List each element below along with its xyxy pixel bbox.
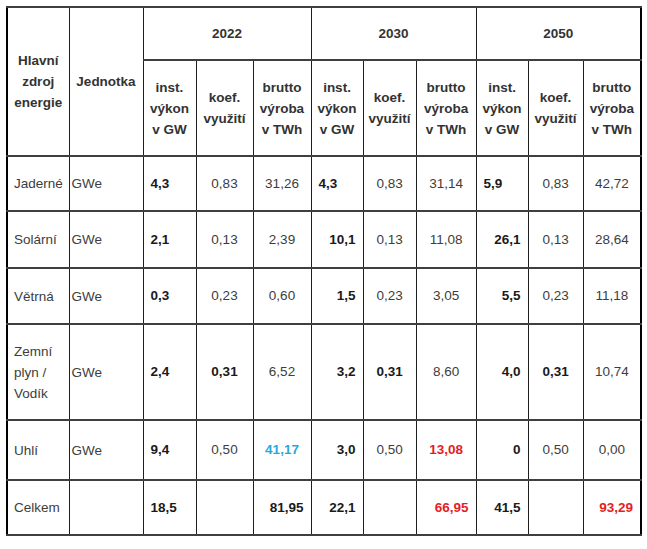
value-cell: 8,60 (416, 324, 476, 420)
table-row: Celkem 18,5 81,9522,1 66,9541,5 93,29 (7, 480, 641, 535)
unit-cell: GWe (69, 211, 143, 268)
value-cell (528, 480, 583, 535)
row-label: Větrná (7, 268, 69, 324)
value-cell: 0,31 (363, 324, 416, 420)
value-cell: 2,39 (253, 211, 311, 268)
sub-header-brutto-vyroba-2022: brutto výroba v TWh (253, 60, 311, 156)
value-cell: 28,64 (583, 211, 641, 268)
value-cell (363, 480, 416, 535)
table-row: SolárníGWe2,10,132,3910,10,1311,0826,10,… (7, 211, 641, 268)
value-cell: 66,95 (416, 480, 476, 535)
sub-header-koef-vyuziti-2030: koef. využití (363, 60, 416, 156)
sub-header-inst-vykon-2030: inst. výkon v GW (311, 60, 363, 156)
sub-header-koef-vyuziti-2050: koef. využití (528, 60, 583, 156)
value-cell: 31,26 (253, 156, 311, 211)
sub-header-brutto-vyroba-2050: brutto výroba v TWh (583, 60, 641, 156)
value-cell: 3,05 (416, 268, 476, 324)
value-cell: 18,5 (143, 480, 196, 535)
value-cell: 41,5 (476, 480, 528, 535)
value-cell: 41,17 (253, 420, 311, 480)
row-label: Zemní plyn / Vodík (7, 324, 69, 420)
year-header-2050: 2050 (476, 7, 641, 60)
value-cell: 2,4 (143, 324, 196, 420)
value-cell: 1,5 (311, 268, 363, 324)
table-row: JadernéGWe4,30,8331,264,30,8331,145,90,8… (7, 156, 641, 211)
row-label: Solární (7, 211, 69, 268)
value-cell: 0,83 (528, 156, 583, 211)
value-cell: 0,83 (363, 156, 416, 211)
year-header-2022: 2022 (143, 7, 311, 60)
row-label: Jaderné (7, 156, 69, 211)
table-header: Hlavní zdroj energie Jednotka 2022 2030 … (7, 7, 641, 156)
value-cell: 2,1 (143, 211, 196, 268)
sub-header-inst-vykon-2050: inst. výkon v GW (476, 60, 528, 156)
value-cell: 0,60 (253, 268, 311, 324)
value-cell: 0,23 (528, 268, 583, 324)
sub-header-koef-vyuziti-2022: koef. využití (196, 60, 253, 156)
value-cell: 0,50 (528, 420, 583, 480)
page: Hlavní zdroj energie Jednotka 2022 2030 … (0, 0, 647, 536)
value-cell: 4,3 (311, 156, 363, 211)
value-cell: 0,23 (196, 268, 253, 324)
table-row: Zemní plyn / VodíkGWe2,40,316,523,20,318… (7, 324, 641, 420)
value-cell: 4,3 (143, 156, 196, 211)
value-cell: 0,3 (143, 268, 196, 324)
value-cell: 0,83 (196, 156, 253, 211)
value-cell: 0 (476, 420, 528, 480)
value-cell: 42,72 (583, 156, 641, 211)
unit-cell: GWe (69, 156, 143, 211)
corner-header: Hlavní zdroj energie (7, 7, 69, 156)
value-cell: 0,13 (196, 211, 253, 268)
table-row: UhlíGWe9,40,5041,173,00,5013,0800,500,00 (7, 420, 641, 480)
unit-cell: GWe (69, 420, 143, 480)
value-cell: 93,29 (583, 480, 641, 535)
value-cell: 10,1 (311, 211, 363, 268)
energy-table: Hlavní zdroj energie Jednotka 2022 2030 … (6, 6, 642, 536)
value-cell: 0,50 (196, 420, 253, 480)
value-cell: 11,08 (416, 211, 476, 268)
year-header-2030: 2030 (311, 7, 476, 60)
unit-cell: GWe (69, 324, 143, 420)
value-cell: 0,00 (583, 420, 641, 480)
sub-header-brutto-vyroba-2030: brutto výroba v TWh (416, 60, 476, 156)
value-cell: 0,31 (196, 324, 253, 420)
value-cell: 10,74 (583, 324, 641, 420)
row-label: Uhlí (7, 420, 69, 480)
value-cell: 26,1 (476, 211, 528, 268)
year-header-row: Hlavní zdroj energie Jednotka 2022 2030 … (7, 7, 641, 60)
value-cell: 0,23 (363, 268, 416, 324)
value-cell: 0,31 (528, 324, 583, 420)
row-label: Celkem (7, 480, 69, 535)
value-cell: 22,1 (311, 480, 363, 535)
value-cell: 5,5 (476, 268, 528, 324)
value-cell: 3,0 (311, 420, 363, 480)
value-cell: 9,4 (143, 420, 196, 480)
sub-header-inst-vykon-2022: inst. výkon v GW (143, 60, 196, 156)
value-cell: 13,08 (416, 420, 476, 480)
value-cell (196, 480, 253, 535)
value-cell: 6,52 (253, 324, 311, 420)
value-cell: 81,95 (253, 480, 311, 535)
unit-header: Jednotka (69, 7, 143, 156)
unit-cell: GWe (69, 268, 143, 324)
value-cell: 5,9 (476, 156, 528, 211)
table-row: VětrnáGWe0,30,230,601,50,233,055,50,2311… (7, 268, 641, 324)
value-cell: 0,13 (363, 211, 416, 268)
value-cell: 31,14 (416, 156, 476, 211)
value-cell: 4,0 (476, 324, 528, 420)
value-cell: 3,2 (311, 324, 363, 420)
value-cell: 0,50 (363, 420, 416, 480)
unit-cell (69, 480, 143, 535)
value-cell: 11,18 (583, 268, 641, 324)
table-body: JadernéGWe4,30,8331,264,30,8331,145,90,8… (7, 156, 641, 535)
value-cell: 0,13 (528, 211, 583, 268)
